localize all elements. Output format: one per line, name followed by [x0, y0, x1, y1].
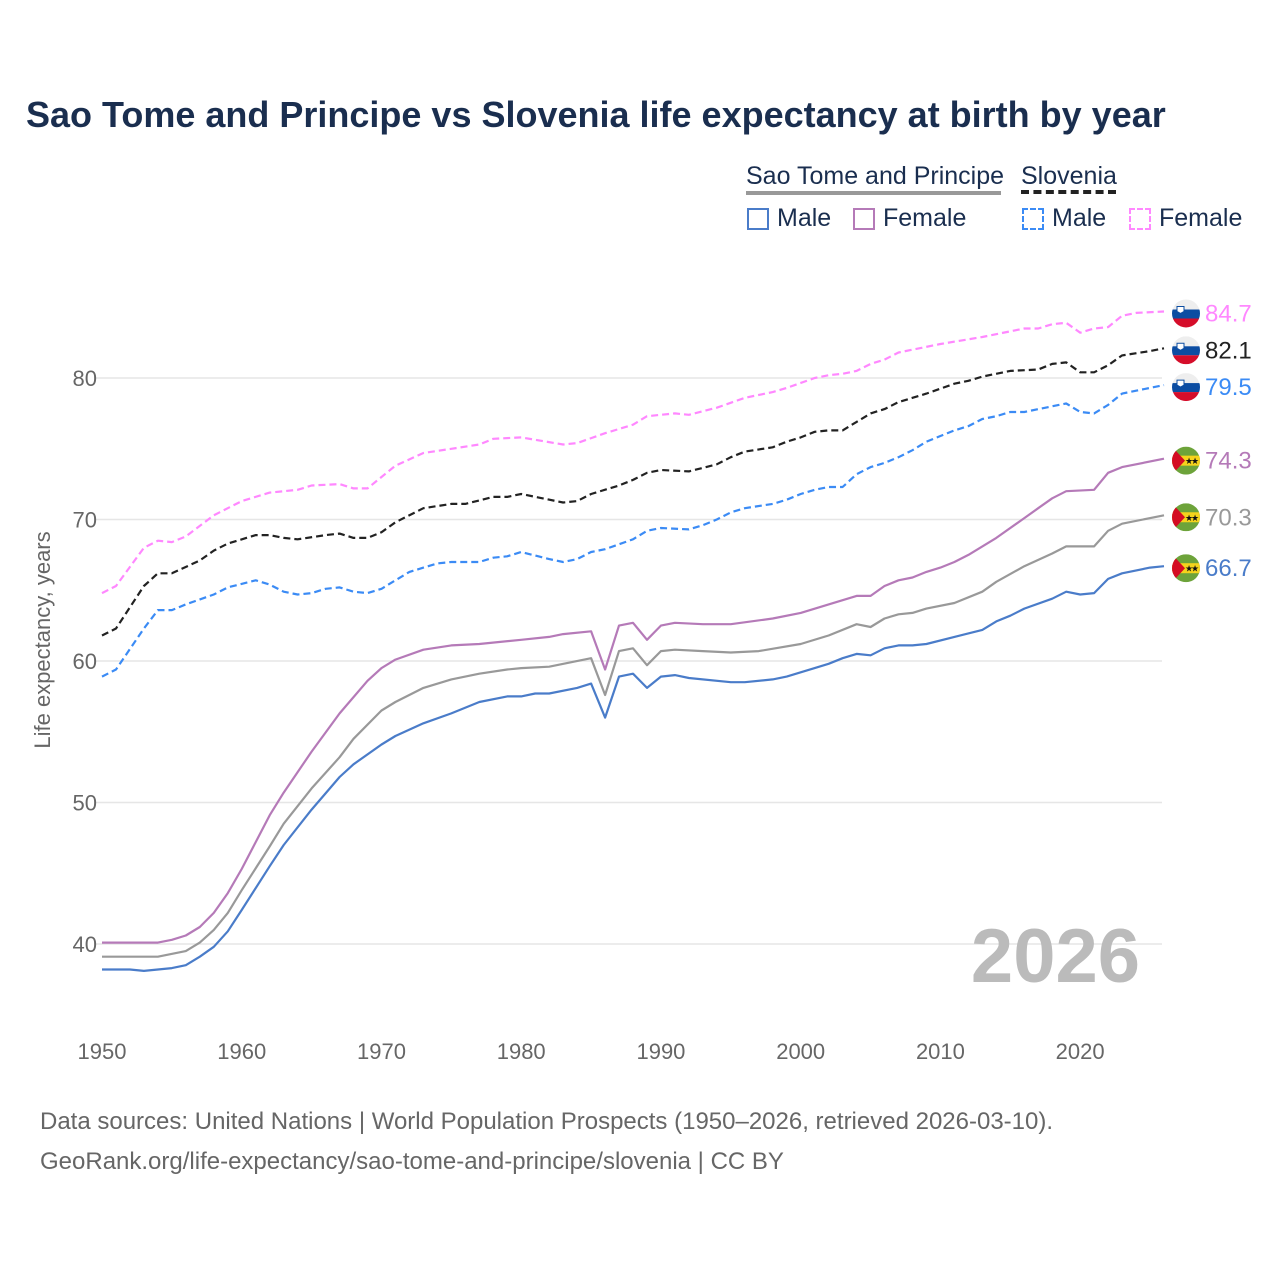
end-value-label: 82.1: [1205, 337, 1252, 364]
star-icon: ★: [1191, 564, 1199, 574]
legend-sao-tome-line: [746, 191, 1001, 195]
legend-label-slo-female: Female: [1159, 204, 1243, 232]
end-value-label: 66.7: [1205, 555, 1252, 582]
end-value-label: 70.3: [1205, 504, 1252, 531]
footer-source: Data sources: United Nations | World Pop…: [40, 1108, 1054, 1135]
legend-swatch-stp-female: [853, 208, 875, 230]
end-labels: 84.782.179.5★★ 74.3★★ 70.3★★ 66.7: [1172, 299, 1252, 583]
legend-country-slovenia: Slovenia: [1021, 162, 1117, 190]
series-lines: [101, 310, 1165, 972]
x-tick-label: 2010: [916, 1039, 965, 1064]
legend-swatch-stp-male: [747, 208, 769, 230]
x-tick-label: 1980: [497, 1039, 546, 1064]
chart-title: Sao Tome and Principe vs Slovenia life e…: [26, 94, 1166, 135]
star-icon: ★: [1191, 456, 1199, 466]
star-icon: ★: [1185, 564, 1193, 574]
legend-swatch-slo-male: [1022, 208, 1044, 230]
legend-label-slo-male: Male: [1052, 204, 1107, 232]
x-tick-label: 2020: [1056, 1039, 1105, 1064]
x-tick-label: 1950: [78, 1039, 127, 1064]
year-watermark: 2026: [971, 914, 1140, 999]
x-tick-label: 1990: [636, 1039, 685, 1064]
star-icon: ★: [1185, 456, 1193, 466]
footer-link: GeoRank.org/life-expectancy/sao-tome-and…: [40, 1148, 784, 1175]
legend-label-stp-male: Male: [777, 204, 832, 232]
flag-icon-slovenia: [1172, 336, 1200, 365]
x-tick-label: 2000: [776, 1039, 825, 1064]
series-line-sao-tome-and-principe-female: [102, 457, 1165, 944]
y-tick-label: 70: [73, 508, 97, 533]
legend-swatch-slo-female: [1129, 208, 1151, 230]
flag-icon-sao-tome: ★★: [1172, 446, 1200, 475]
y-tick-label: 40: [73, 932, 97, 957]
legend-label-stp-female: Female: [883, 204, 967, 232]
y-tick-label: 80: [73, 366, 97, 391]
series-line-slovenia-male: [101, 384, 1165, 678]
y-tick-label: 50: [73, 791, 97, 816]
series-line-sao-tome-and-principe-male: [102, 565, 1165, 972]
series-line-slovenia: [101, 347, 1165, 637]
y-tick-label: 60: [73, 649, 97, 674]
flag-icon-slovenia: [1172, 299, 1200, 328]
end-value-label: 84.7: [1205, 300, 1252, 327]
x-tick-label: 1960: [217, 1039, 266, 1064]
star-icon: ★: [1191, 513, 1199, 523]
end-value-label: 79.5: [1205, 374, 1252, 401]
series-line-sao-tome-and-principe: [102, 514, 1165, 958]
y-axis-label: Life expectancy, years: [30, 531, 55, 748]
series-line-slovenia-female: [101, 310, 1165, 595]
x-tick-label: 1970: [357, 1039, 406, 1064]
legend-slovenia-line: [1021, 190, 1116, 194]
flag-icon-slovenia: [1172, 373, 1200, 402]
gridlines: 40 50 60 70 80 1950 1960 1970 1980 1990 2000 2010 20…: [73, 366, 1162, 1064]
end-value-label: 74.3: [1205, 448, 1252, 475]
flag-icon-sao-tome: ★★: [1172, 554, 1200, 583]
star-icon: ★: [1185, 513, 1193, 523]
legend-country-sao-tome: Sao Tome and Principe: [746, 162, 1005, 190]
flag-icon-sao-tome: ★★: [1172, 503, 1200, 532]
